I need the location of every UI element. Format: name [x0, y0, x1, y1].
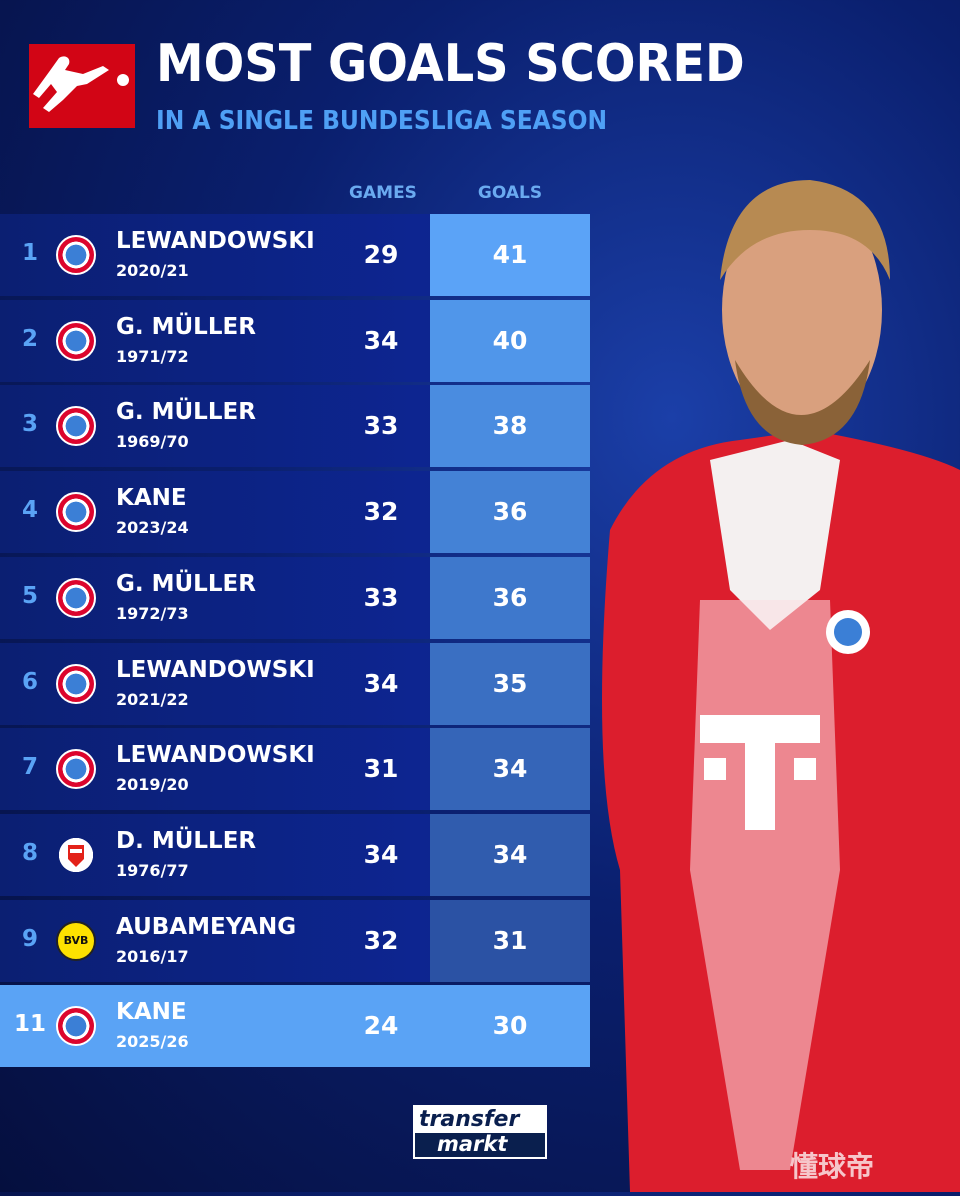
games-value: 33 [363, 582, 399, 612]
player-name: G. MÜLLER [116, 570, 256, 597]
fc-bayern-crest-icon [56, 1006, 96, 1047]
games-value: 34 [363, 839, 399, 869]
transfermarkt-logo: transfer markt [413, 1105, 547, 1159]
goals-value: 34 [430, 728, 590, 811]
season: 1971/72 [116, 346, 189, 366]
table-row: 4 KANE 2023/24 32 36 [0, 471, 590, 554]
brand-text-2: markt [415, 1133, 545, 1157]
rank: 7 [21, 754, 38, 781]
player-name: KANE [116, 485, 187, 512]
fc-bayern-crest-icon [56, 577, 96, 618]
goals-value: 34 [430, 813, 590, 896]
player-name: LEWANDOWSKI [116, 742, 315, 769]
goals-value: 36 [430, 471, 590, 554]
fc-bayern-crest-icon [56, 235, 96, 275]
rank: 3 [21, 411, 38, 438]
player-name: LEWANDOWSKI [116, 228, 315, 254]
player-name: AUBAMEYANG [116, 913, 297, 940]
player-name: LEWANDOWSKI [116, 656, 315, 683]
rank: 9 [21, 925, 38, 952]
fc-bayern-crest-icon [56, 663, 96, 704]
fc-bayern-crest-icon [56, 492, 96, 533]
bvb-crest-icon: BVB [56, 920, 96, 961]
fc-bayern-crest-icon [56, 749, 96, 790]
games-value: 29 [363, 240, 399, 269]
table-row: 3 G. MÜLLER 1969/70 33 38 [0, 385, 590, 468]
watermark: 懂球帝 [790, 1150, 875, 1183]
rank: 2 [21, 325, 38, 352]
brand-text-1: transfer [419, 1107, 520, 1132]
games-value: 31 [363, 754, 399, 784]
table-row: 1 LEWANDOWSKI 2020/21 29 41 [0, 214, 590, 296]
goals-value: 41 [430, 214, 590, 296]
goals-value: 40 [430, 299, 590, 382]
rank: 6 [21, 668, 38, 695]
goals-value: 38 [430, 385, 590, 468]
games-value: 34 [363, 668, 399, 698]
season: 1969/70 [116, 432, 189, 452]
season: 1972/73 [116, 603, 189, 623]
games-value: 34 [363, 325, 399, 355]
page-subtitle: IN A SINGLE BUNDESLIGA SEASON [156, 106, 608, 136]
table-row: 7 LEWANDOWSKI 2019/20 31 34 [0, 728, 590, 811]
bundesliga-logo [29, 44, 135, 128]
season: 2016/17 [116, 946, 189, 966]
player-name: G. MÜLLER [116, 313, 256, 340]
games-value: 33 [363, 411, 399, 441]
table-row: 6 LEWANDOWSKI 2021/22 34 35 [0, 642, 590, 725]
goals-value: 35 [430, 642, 590, 725]
table-row: 8 D. MÜLLER 1976/77 34 34 [0, 813, 590, 896]
fc-koln-crest-icon [56, 834, 96, 875]
rank: 1 [21, 240, 38, 266]
player-name: KANE [116, 999, 187, 1026]
games-value: 32 [363, 497, 399, 527]
player-photo [590, 170, 960, 1192]
season: 2021/22 [116, 689, 189, 709]
goals-value: 31 [430, 899, 590, 982]
player-name: G. MÜLLER [116, 399, 256, 426]
bvb-text: BVB [63, 933, 89, 947]
rank: 4 [21, 497, 38, 524]
fc-bayern-crest-icon [56, 320, 96, 361]
player-name: D. MÜLLER [116, 827, 257, 854]
games-value: 24 [363, 1011, 399, 1041]
table-row: 11 KANE 2025/26 24 30 [0, 985, 590, 1068]
column-header-games: GAMES [349, 183, 417, 203]
goals-value: 30 [430, 985, 590, 1068]
column-header-goals: GOALS [477, 183, 543, 203]
table-row: 9 BVB AUBAMEYANG 2016/17 32 31 [0, 899, 590, 982]
fc-bayern-crest-icon [56, 406, 96, 447]
season: 2020/21 [116, 261, 189, 280]
page-title: MOST GOALS SCORED [156, 34, 745, 94]
games-value: 32 [363, 925, 399, 955]
table-row: 2 G. MÜLLER 1971/72 34 40 [0, 299, 590, 382]
season: 2019/20 [116, 775, 189, 795]
season: 2025/26 [116, 1032, 189, 1052]
season: 2023/24 [116, 518, 189, 538]
rank: 5 [21, 582, 38, 609]
rank: 8 [21, 839, 38, 866]
season: 1976/77 [116, 860, 189, 880]
rank: 11 [13, 1011, 46, 1038]
goals-value: 36 [430, 556, 590, 639]
table-row: 5 G. MÜLLER 1972/73 33 36 [0, 556, 590, 639]
